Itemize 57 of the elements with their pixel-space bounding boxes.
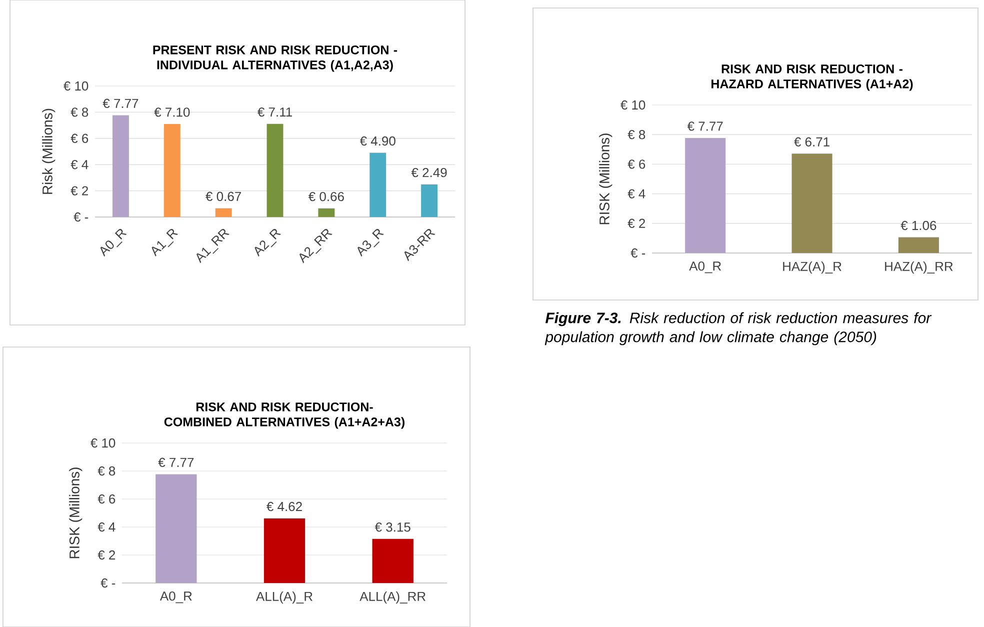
bar	[264, 518, 306, 583]
y-tick-label: € -	[74, 212, 88, 222]
y-tick-label: € 2	[628, 218, 645, 228]
text: Figure 7-3. Risk reduction of risk reduction measures for population growth and low climate change (2050)	[544, 312, 932, 346]
bar	[215, 208, 232, 217]
y-tick-label: € 10	[63, 81, 88, 91]
bar	[421, 184, 438, 217]
x-tick-label: A0_R	[160, 591, 192, 604]
y-tick-label: € 8	[98, 466, 116, 476]
data-label: € 7.11	[258, 107, 292, 117]
y-axis-title: RISK (Millions)	[599, 134, 612, 224]
bar	[898, 237, 939, 253]
bar	[156, 474, 197, 583]
data-label: € 1.06	[900, 220, 936, 230]
bar	[685, 138, 726, 253]
bar	[318, 208, 335, 217]
y-tick-label: € -	[100, 578, 116, 588]
x-tick-label: HAZ(A)_R	[783, 261, 842, 274]
data-label: € 7.77	[687, 122, 723, 131]
data-label: € 7.77	[102, 98, 138, 108]
y-tick-label: € 4	[628, 189, 646, 198]
y-tick-label: € 10	[90, 438, 116, 448]
bar	[370, 152, 386, 217]
bar	[164, 124, 180, 217]
data-label: € 4.62	[266, 502, 302, 512]
data-label: € 0.67	[206, 192, 241, 202]
y-tick-label: € 6	[70, 134, 88, 143]
y-tick-label: € 2	[98, 550, 115, 560]
x-tick-label: ALL(A)_RR	[360, 591, 426, 604]
y-tick-label: € 6	[628, 160, 646, 169]
chart-title: RISK AND RISK REDUCTION- COMBINED ALTERNATIVES (A1+A2+A3)	[164, 402, 404, 429]
data-label: € 2.49	[411, 168, 447, 178]
y-axis-title: Risk (Millions)	[42, 108, 56, 194]
y-axis-title: RISK (Millions)	[69, 468, 82, 558]
x-tick-label: A0_R	[689, 261, 721, 274]
data-label: € 7.77	[158, 458, 194, 468]
bar	[266, 124, 284, 217]
bar	[372, 538, 414, 583]
x-tick-label: ALL(A)_R	[256, 591, 312, 604]
data-label: € 7.10	[154, 108, 190, 117]
y-tick-label: € 10	[620, 100, 646, 110]
y-tick-label: € 8	[70, 108, 88, 117]
y-tick-label: € 4	[70, 160, 88, 170]
bar	[112, 115, 129, 217]
data-label: € 4.90	[360, 136, 396, 146]
x-tick-label: HAZ(A)_RR	[885, 261, 953, 274]
chart-title: RISK AND RISK REDUCTION - HAZARD ALTERNATIVES (A1+A2)	[712, 64, 913, 91]
y-tick-label: € 4	[98, 522, 116, 532]
y-tick-label: € 6	[98, 494, 116, 504]
data-label: € 0.66	[308, 192, 344, 202]
bar	[792, 154, 832, 253]
chart-title: PRESENT RISK AND RISK REDUCTION - INDIVIDUAL ALTERNATIVES (A1,A2,A3)	[153, 45, 398, 72]
y-tick-label: € -	[630, 248, 646, 258]
y-tick-label: € 8	[628, 130, 646, 140]
y-tick-label: € 2	[70, 186, 88, 196]
data-label: € 3.15	[374, 522, 410, 532]
data-label: € 6.71	[794, 137, 830, 146]
